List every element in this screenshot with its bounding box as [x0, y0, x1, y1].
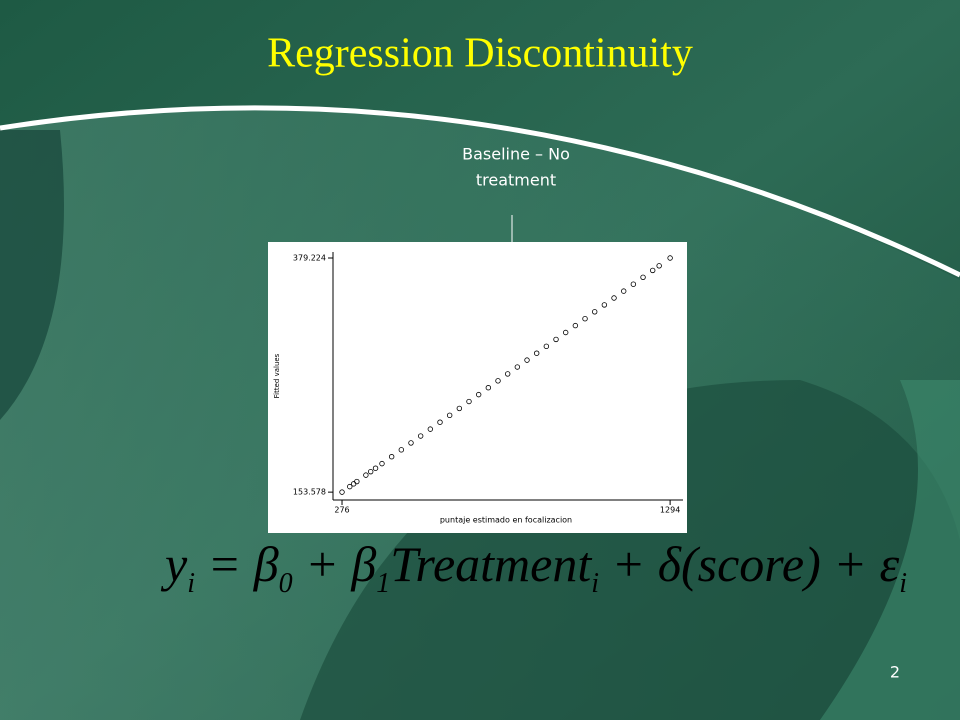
point [446, 412, 453, 419]
x-tick-label: 276 [334, 506, 349, 515]
point [437, 419, 443, 425]
point [656, 263, 662, 269]
point [504, 371, 511, 377]
point [347, 483, 353, 490]
point [408, 440, 414, 446]
point [475, 391, 482, 398]
point [611, 295, 617, 301]
point [630, 281, 637, 287]
point [601, 302, 608, 308]
chart-box [268, 242, 687, 533]
point [533, 350, 540, 356]
background-shape [300, 380, 960, 720]
point [363, 472, 369, 478]
equation-term: = [194, 536, 254, 592]
background-shape [820, 380, 960, 720]
point [354, 478, 360, 485]
point [456, 405, 463, 412]
point [591, 309, 598, 315]
equation-subscript: 1 [376, 568, 391, 599]
point [572, 322, 579, 329]
equation-term: + δ(score) + [599, 536, 880, 592]
point [485, 385, 492, 391]
point [650, 267, 656, 274]
callout: treatment [476, 171, 556, 190]
point [543, 343, 550, 350]
point [388, 454, 395, 460]
y-tick-label: 153.578 [293, 488, 326, 497]
point [562, 329, 569, 336]
point [466, 398, 472, 405]
point [620, 288, 627, 294]
point [427, 426, 434, 432]
point [667, 255, 673, 261]
curve [0, 105, 960, 278]
equation-term: β [253, 536, 279, 592]
equation: yi = β0 + β1Treatmenti + δ(score) + εi [165, 535, 907, 600]
equation-term: β [351, 536, 377, 592]
point [553, 336, 559, 343]
point [379, 460, 385, 467]
point [339, 489, 345, 495]
equation-subscript: i [591, 568, 600, 599]
y-axis-label: Fitted values [273, 353, 281, 398]
equation-term: + [292, 536, 352, 592]
equation-subscript: 0 [278, 568, 293, 599]
point [495, 378, 501, 384]
equation-term: ε [879, 536, 900, 592]
background-shape [0, 130, 64, 420]
equation-term: y [165, 536, 188, 592]
point [417, 433, 424, 439]
page-number: 2 [890, 663, 900, 682]
x-tick-label: 1294 [660, 506, 680, 515]
point [398, 447, 405, 453]
callout: Baseline – No [462, 145, 570, 164]
point [524, 357, 530, 363]
point [640, 274, 646, 281]
x-axis-label: puntaje estimado en focalizacion [440, 516, 572, 525]
point [514, 364, 521, 370]
equation-subscript: i [187, 568, 195, 599]
point [368, 468, 374, 475]
equation-term: Treatment [390, 536, 592, 592]
y-tick-label: 379.224 [293, 253, 326, 262]
title: Regression Discontinuity [267, 31, 693, 77]
point [582, 316, 588, 322]
point [372, 465, 379, 471]
equation-subscript: i [899, 568, 907, 599]
